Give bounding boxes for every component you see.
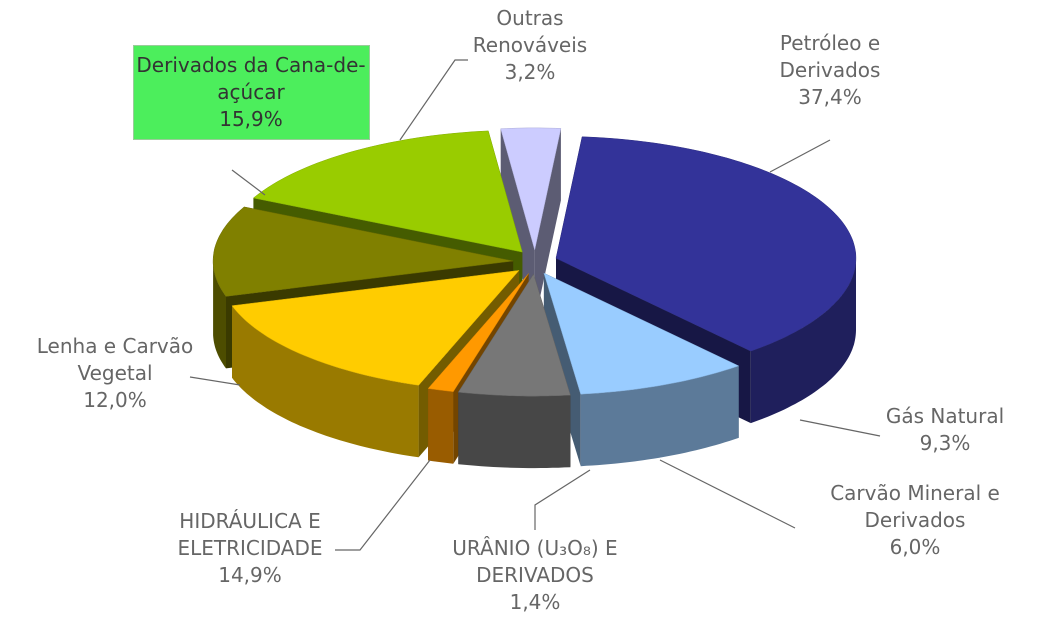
leader-line — [335, 459, 431, 551]
leader-line — [799, 419, 881, 437]
category-label: Petróleo e Derivados — [779, 31, 881, 82]
slice — [427, 273, 529, 392]
category-label: Outras Renováveis — [472, 6, 588, 57]
slice-label: Carvão Mineral e Derivados 6,0% — [810, 480, 1020, 561]
leader-line — [769, 139, 831, 173]
leader-line — [189, 376, 241, 386]
value-label: 14,9% — [218, 563, 282, 587]
category-label: Gás Natural — [885, 404, 1005, 428]
slice-label: Lenha e Carvão Vegetal 12,0% — [10, 333, 220, 414]
category-label: HIDRÁULICA E ELETRICIDADE — [177, 509, 323, 560]
slice — [212, 206, 514, 297]
value-label: 9,3% — [919, 431, 971, 455]
value-label: 12,0% — [83, 388, 147, 412]
category-label: Lenha e Carvão Vegetal — [36, 334, 194, 385]
slice — [500, 127, 562, 250]
slice-side — [580, 365, 739, 467]
slice — [252, 130, 523, 253]
leader-line — [231, 169, 266, 196]
slice-side — [213, 261, 226, 369]
slice — [231, 270, 520, 386]
value-label: 15,9% — [219, 107, 283, 131]
slice-label: URÂNIO (U₃O₈) E DERIVADOS 1,4% — [415, 535, 655, 616]
slice-side — [750, 258, 856, 424]
slice-label: HIDRÁULICA E ELETRICIDADE 14,9% — [150, 508, 350, 589]
slice-side — [458, 392, 571, 469]
category-label: Carvão Mineral e Derivados — [830, 481, 1000, 532]
leader-line — [399, 59, 468, 141]
value-label: 6,0% — [889, 535, 941, 559]
leader-line — [659, 459, 796, 529]
slice-label: Derivados da Cana-de-açúcar 15,9% — [132, 45, 370, 140]
slice-label: Gás Natural 9,3% — [870, 403, 1020, 457]
value-label: 1,4% — [509, 590, 561, 614]
slice-edge — [534, 128, 561, 322]
leader-line — [534, 469, 591, 530]
value-label: 3,2% — [504, 60, 556, 84]
slice — [457, 273, 571, 397]
category-label: URÂNIO (U₃O₈) E DERIVADOS — [452, 536, 618, 587]
slice-label: Petróleo e Derivados 37,4% — [745, 30, 915, 111]
slice-side — [428, 388, 454, 464]
slice-label: Outras Renováveis 3,2% — [455, 5, 605, 86]
slice-edge — [500, 128, 535, 322]
category-label: Derivados da Cana-de-açúcar — [136, 53, 366, 104]
slice — [555, 136, 857, 352]
value-label: 37,4% — [798, 85, 862, 109]
slice — [543, 272, 740, 395]
